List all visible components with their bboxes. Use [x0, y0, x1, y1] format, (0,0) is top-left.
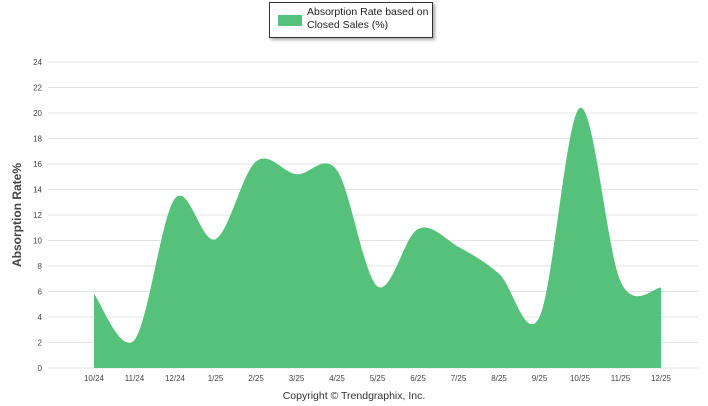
area-series	[94, 107, 661, 369]
y-tick-label: 6	[38, 288, 43, 297]
x-tick-label: 5/25	[370, 374, 386, 383]
x-tick-label: 4/25	[329, 374, 345, 383]
legend-label: Absorption Rate based on Closed Sales (%…	[307, 6, 429, 31]
x-axis-ticks: 10/24 11/24 12/24 1/25 2/25 3/25 4/25 5/25 6/25 7…	[84, 374, 672, 383]
x-tick-label: 11/25	[611, 374, 631, 383]
y-tick-label: 14	[33, 186, 42, 195]
y-tick-label: 22	[33, 84, 42, 93]
y-tick-label: 18	[33, 135, 42, 144]
x-tick-label: 10/25	[570, 374, 591, 383]
y-axis-label: Absorption Rate%	[10, 163, 24, 267]
x-tick-label: 6/25	[410, 374, 426, 383]
copyright-text: Copyright © Trendgraphix, Inc.	[282, 390, 426, 402]
x-tick-label: 8/25	[491, 374, 507, 383]
x-tick-label: 11/24	[125, 374, 145, 383]
y-tick-label: 4	[38, 313, 43, 322]
y-tick-label: 20	[33, 109, 42, 118]
y-tick-label: 8	[38, 262, 43, 271]
y-tick-label: 16	[33, 160, 42, 169]
y-tick-label: 0	[38, 364, 43, 373]
x-tick-label: 2/25	[248, 374, 264, 383]
y-tick-label: 10	[33, 237, 42, 246]
x-tick-label: 10/24	[84, 374, 105, 383]
x-tick-label: 3/25	[289, 374, 305, 383]
x-tick-label: 12/25	[651, 374, 672, 383]
chart-legend: Absorption Rate based on Closed Sales (%…	[269, 2, 433, 38]
y-tick-label: 12	[33, 211, 42, 220]
y-tick-label: 24	[33, 58, 42, 67]
x-tick-label: 12/24	[165, 374, 186, 383]
legend-swatch	[278, 15, 302, 26]
y-tick-label: 2	[38, 339, 43, 348]
x-tick-label: 9/25	[532, 374, 548, 383]
x-tick-label: 1/25	[208, 374, 224, 383]
x-tick-label: 7/25	[451, 374, 467, 383]
